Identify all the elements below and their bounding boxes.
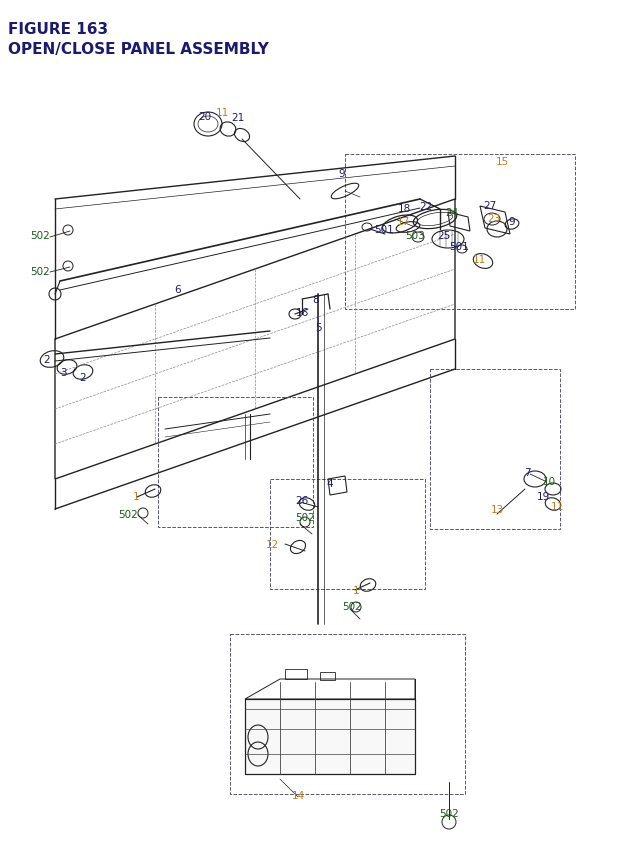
Text: 10: 10: [543, 476, 556, 486]
Text: 5: 5: [315, 323, 321, 332]
Text: 502: 502: [30, 231, 50, 241]
Text: 7: 7: [524, 468, 531, 478]
Text: 3: 3: [60, 368, 67, 378]
Text: OPEN/CLOSE PANEL ASSEMBLY: OPEN/CLOSE PANEL ASSEMBLY: [8, 42, 269, 57]
Text: 27: 27: [483, 201, 497, 211]
Text: 18: 18: [397, 204, 411, 214]
Text: 501: 501: [374, 225, 394, 235]
Text: 501: 501: [449, 242, 469, 251]
Text: 25: 25: [437, 231, 451, 241]
Text: 1: 1: [132, 492, 140, 501]
Text: 11: 11: [550, 501, 564, 511]
Text: 11: 11: [472, 255, 486, 264]
Text: 2: 2: [80, 373, 86, 382]
Bar: [158, 398, 313, 528]
Text: 17: 17: [396, 217, 410, 226]
Text: 502: 502: [439, 808, 459, 818]
Bar: [345, 155, 575, 310]
Bar: [320, 672, 335, 680]
Bar: [270, 480, 425, 589]
Text: 14: 14: [291, 790, 305, 800]
Bar: [430, 369, 560, 530]
Text: 20: 20: [198, 112, 212, 122]
Text: 502: 502: [342, 601, 362, 611]
Text: 19: 19: [536, 492, 550, 501]
Text: 13: 13: [490, 505, 504, 514]
Text: 12: 12: [266, 539, 278, 549]
Text: 502: 502: [118, 510, 138, 519]
Text: 23: 23: [488, 214, 500, 224]
Text: 6: 6: [175, 285, 181, 294]
Bar: [285, 669, 307, 679]
Polygon shape: [245, 699, 415, 774]
Text: 4: 4: [326, 479, 333, 488]
Text: 24: 24: [445, 208, 459, 218]
Text: 503: 503: [405, 231, 425, 241]
Text: 11: 11: [216, 108, 228, 118]
Text: 502: 502: [295, 512, 315, 523]
Text: 9: 9: [339, 169, 346, 179]
Text: 502: 502: [30, 267, 50, 276]
Text: 9: 9: [509, 217, 515, 226]
Bar: [230, 635, 465, 794]
Text: FIGURE 163: FIGURE 163: [8, 22, 108, 37]
Text: 15: 15: [495, 157, 509, 167]
Text: 21: 21: [232, 113, 244, 123]
Text: 2: 2: [44, 355, 51, 364]
Text: 26: 26: [296, 495, 308, 505]
Text: 22: 22: [419, 201, 433, 212]
Text: 8: 8: [313, 294, 319, 305]
Text: 16: 16: [296, 307, 308, 318]
Text: 1: 1: [353, 585, 359, 595]
